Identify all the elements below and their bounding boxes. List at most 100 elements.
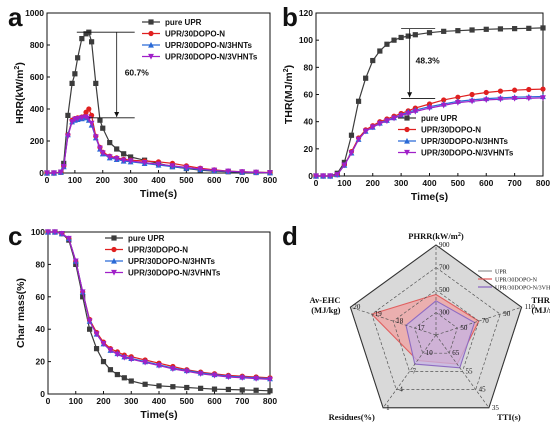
legend: pure UPR UPR/30DOPO-N UPR/30DOPO-N/3HNTs UP… bbox=[398, 114, 514, 158]
data-point bbox=[89, 39, 95, 45]
series-3 bbox=[44, 114, 273, 177]
data-point bbox=[239, 169, 246, 175]
legend-label: UPR/30DOPO-N/3HNTs bbox=[128, 257, 216, 266]
y-tick-label: 400 bbox=[30, 104, 44, 114]
radar-tick-label: 65 bbox=[452, 349, 460, 357]
data-point bbox=[267, 388, 273, 394]
data-point bbox=[334, 172, 341, 178]
data-point bbox=[540, 86, 546, 92]
y-tick-label: 120 bbox=[299, 8, 313, 18]
legend-marker bbox=[148, 53, 154, 60]
radar-tick-label: 900 bbox=[439, 241, 450, 249]
data-point bbox=[86, 106, 92, 112]
data-point bbox=[540, 95, 546, 101]
radar-tick-label: 50 bbox=[460, 324, 468, 332]
data-point bbox=[363, 75, 369, 81]
data-point bbox=[58, 169, 64, 176]
data-point bbox=[120, 157, 127, 164]
data-point bbox=[169, 366, 176, 372]
data-point bbox=[253, 169, 259, 176]
legend-label: UPR/30DOPO-N bbox=[421, 126, 481, 135]
legend: pure UPR UPR/30DOPO-N UPR/30DOPO-N/3HNTs UP… bbox=[142, 18, 258, 62]
legend-marker bbox=[404, 126, 410, 133]
data-point bbox=[348, 132, 355, 138]
y-tick-label: 60 bbox=[36, 292, 46, 302]
x-tick-label: 200 bbox=[96, 175, 110, 185]
legend-label: UPR/30DOPO-N/3HNTs bbox=[165, 41, 253, 50]
data-point bbox=[128, 154, 134, 160]
data-point bbox=[391, 37, 397, 43]
data-point bbox=[348, 150, 355, 157]
legend: pure UPR UPR/30DOPO-N UPR/30DOPO-N/3HNTs UP… bbox=[105, 234, 221, 278]
legend-label: UPR/30DOPO-N bbox=[165, 30, 225, 39]
radar-series-2 bbox=[405, 300, 476, 369]
y-tick-label: 0 bbox=[308, 171, 313, 181]
data-point bbox=[341, 162, 348, 169]
data-point bbox=[93, 331, 100, 338]
data-point bbox=[211, 386, 218, 392]
radar-spoke bbox=[350, 306, 437, 336]
radar-axis-label: PHRR(kW/m2) bbox=[408, 231, 464, 241]
data-point bbox=[384, 41, 390, 47]
legend-marker bbox=[148, 19, 154, 25]
radar-axis-label: TTI(s) bbox=[497, 412, 521, 422]
x-tick-label: 400 bbox=[152, 396, 166, 406]
x-tick-label: 700 bbox=[508, 178, 522, 188]
legend-label: UPR/30DOPO-N bbox=[128, 246, 188, 255]
y-tick-label: 600 bbox=[30, 72, 44, 82]
radar-tick-label: 110 bbox=[525, 303, 536, 311]
x-tick-label: 800 bbox=[263, 396, 277, 406]
x-tick-label: 400 bbox=[151, 175, 165, 185]
radar-axis-label: Av-EHC bbox=[309, 295, 340, 305]
data-point bbox=[58, 231, 65, 237]
legend-label: pure UPR bbox=[421, 114, 458, 123]
data-point bbox=[69, 119, 75, 125]
data-point bbox=[73, 261, 79, 267]
data-point bbox=[225, 386, 231, 393]
series-line bbox=[316, 97, 544, 177]
x-tick-label: 0 bbox=[314, 178, 319, 188]
radar-tick-label: 500 bbox=[439, 286, 450, 294]
data-point bbox=[412, 108, 419, 115]
data-point bbox=[65, 235, 72, 242]
legend-marker bbox=[404, 137, 410, 144]
radar-tick-label: 70 bbox=[482, 317, 490, 325]
series-3 bbox=[45, 229, 273, 383]
y-tick-label: 20 bbox=[36, 357, 46, 367]
data-point bbox=[526, 25, 532, 31]
data-point bbox=[74, 116, 81, 122]
panel-a-label: a bbox=[8, 2, 23, 32]
x-tick-label: 600 bbox=[207, 175, 221, 185]
panel-a: 0 100 200 300 400 500 600 700 800 0 200 400 600 800 10… bbox=[14, 8, 277, 200]
radar-outer-ring bbox=[349, 244, 523, 409]
y-tick-label: 200 bbox=[30, 136, 44, 146]
radar-tick-label: 19 bbox=[375, 310, 383, 318]
data-point bbox=[511, 95, 518, 102]
data-point bbox=[83, 114, 89, 121]
data-point bbox=[80, 294, 86, 300]
y-tick-label: 0 bbox=[40, 389, 45, 399]
legend-marker bbox=[148, 41, 154, 48]
data-point bbox=[114, 146, 120, 152]
x-axis-label: Time(s) bbox=[140, 188, 177, 200]
radar-axis-label: THR bbox=[532, 295, 550, 305]
x-tick-label: 100 bbox=[68, 175, 82, 185]
legend-marker bbox=[111, 246, 117, 253]
data-point bbox=[512, 87, 518, 93]
data-point bbox=[107, 367, 114, 373]
data-point bbox=[526, 86, 532, 93]
data-point bbox=[75, 55, 81, 61]
data-point bbox=[114, 351, 121, 358]
y-axis-label: Char mass(%) bbox=[15, 278, 27, 348]
radar-tick-label: 18 bbox=[396, 317, 404, 325]
radar-legend: UPR UPR/30DOPO-N UPR/30DOPO-N/3VHNTs bbox=[478, 270, 550, 292]
data-point bbox=[355, 136, 362, 143]
radar-tick-label: 45 bbox=[479, 386, 487, 394]
x-tick-label: 500 bbox=[180, 396, 194, 406]
data-point bbox=[128, 378, 134, 384]
annotation-arrowhead bbox=[114, 112, 120, 117]
data-point bbox=[405, 110, 412, 117]
x-tick-label: 300 bbox=[124, 175, 138, 185]
x-tick-label: 500 bbox=[451, 178, 465, 188]
data-point bbox=[225, 374, 232, 381]
